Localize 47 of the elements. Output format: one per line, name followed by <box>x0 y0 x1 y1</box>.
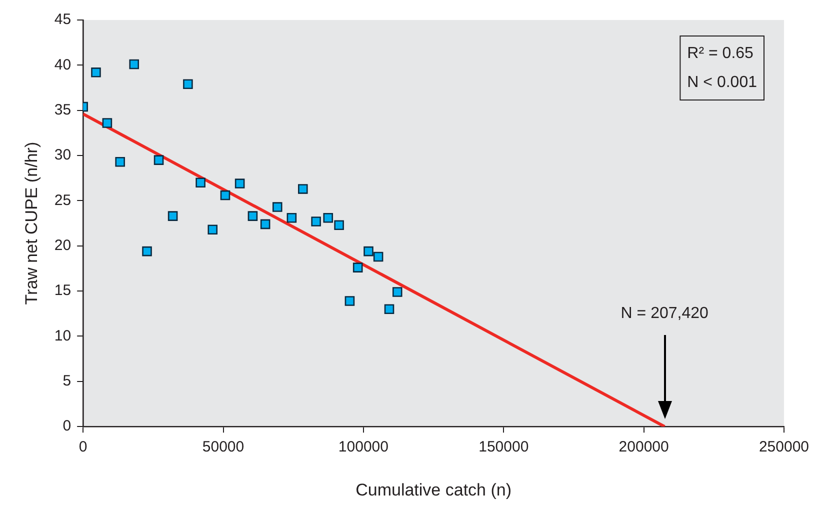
point <box>129 59 140 70</box>
point <box>115 156 125 167</box>
x-tick-label: 150000 <box>478 438 529 456</box>
x-tick-label: 250000 <box>758 438 810 456</box>
point <box>234 178 245 188</box>
point <box>364 246 374 256</box>
x-tick-label: 200000 <box>618 438 669 456</box>
point <box>154 155 164 165</box>
point <box>344 296 355 306</box>
annotation: N = 207,420 <box>620 305 709 322</box>
x-tick-label: 50000 <box>202 438 244 456</box>
y-tick-label: 45 <box>54 11 72 28</box>
y-tick-label: 5 <box>62 372 72 390</box>
y-tick-label: 40 <box>54 56 72 74</box>
point <box>91 68 101 78</box>
point <box>286 212 297 223</box>
point <box>298 184 308 194</box>
y-tick-label: 10 <box>54 327 72 344</box>
x-tick-label: 0 <box>78 438 88 456</box>
point <box>352 262 363 272</box>
point <box>384 304 394 314</box>
annotation: R² = 0.65 <box>687 44 754 62</box>
point <box>183 79 193 90</box>
y-axis-title: Traw net CUPE (n/hr) <box>22 142 41 305</box>
x-tick-label: 100000 <box>338 438 388 456</box>
point <box>392 287 402 297</box>
y-tick-label: 0 <box>62 418 72 435</box>
point <box>196 178 206 188</box>
point <box>373 252 384 262</box>
x-axis-title: Cumulative catch (n) <box>356 480 512 500</box>
y-tick-label: 20 <box>54 237 72 254</box>
y-tick-label: 15 <box>54 282 72 300</box>
y-tick-label: 25 <box>54 192 72 209</box>
point <box>311 216 321 226</box>
y-tick-label: 30 <box>54 146 72 164</box>
point <box>102 118 112 128</box>
point <box>334 220 344 230</box>
point <box>220 190 230 200</box>
point <box>272 202 282 212</box>
point <box>323 212 334 223</box>
point <box>142 246 152 256</box>
point <box>208 224 218 235</box>
point <box>248 211 258 221</box>
point <box>168 211 178 221</box>
y-tick-label: 35 <box>54 101 72 118</box>
point <box>260 219 270 230</box>
annotation: N < 0.001 <box>687 74 758 91</box>
